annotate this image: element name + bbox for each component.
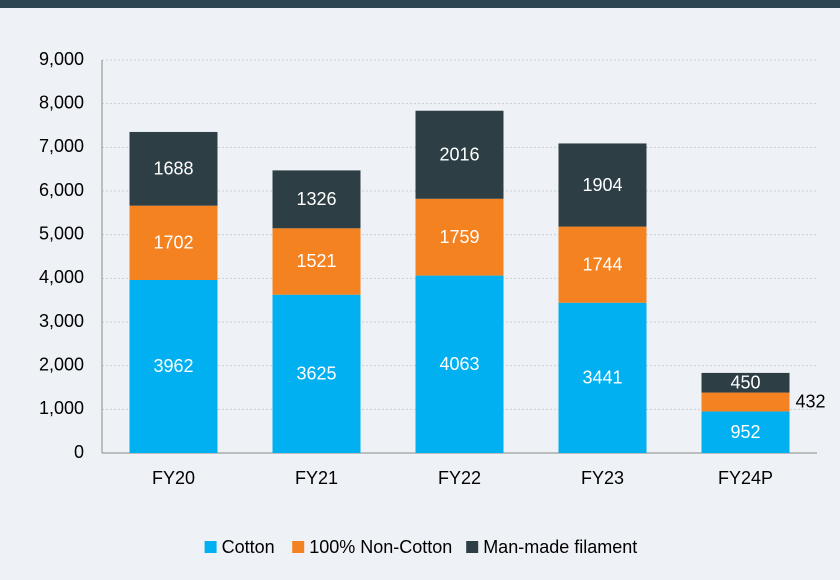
y-tick-label: 2,000 — [39, 354, 84, 374]
data-label: 1521 — [296, 251, 336, 271]
bar-segment — [272, 170, 361, 229]
bar-segment — [701, 372, 790, 393]
data-label: 1759 — [439, 227, 479, 247]
y-tick-label: 6,000 — [39, 180, 84, 200]
data-label: 450 — [730, 372, 760, 392]
legend-label: Man-made filament — [483, 537, 637, 557]
data-label: 4063 — [439, 354, 479, 374]
bar-segment — [558, 302, 647, 453]
y-tick-label: 7,000 — [39, 136, 84, 156]
legend-label: 100% Non-Cotton — [309, 537, 452, 557]
y-tick-label: 4,000 — [39, 267, 84, 287]
data-label: 3625 — [296, 364, 336, 384]
data-label: 1904 — [582, 175, 622, 195]
data-label: 1744 — [582, 254, 622, 274]
legend-swatch — [204, 541, 217, 553]
x-tick-label: FY23 — [581, 468, 624, 488]
data-label: 952 — [730, 422, 760, 442]
legend-swatch — [466, 541, 479, 553]
data-label: 3441 — [582, 368, 622, 388]
bar-segment — [129, 131, 218, 206]
bar-segment — [415, 198, 504, 276]
y-tick-label: 8,000 — [39, 92, 84, 112]
y-tick-label: 9,000 — [39, 49, 84, 69]
header-strip — [0, 0, 840, 8]
bar-segment — [701, 411, 790, 453]
data-label: 432 — [796, 392, 826, 412]
data-label: 1688 — [153, 159, 193, 179]
y-tick-label: 5,000 — [39, 223, 84, 243]
data-label: 1702 — [153, 233, 193, 253]
y-tick-label: 1,000 — [39, 398, 84, 418]
bar-segment — [272, 228, 361, 295]
bar-segment — [415, 110, 504, 199]
bar-segment — [701, 392, 790, 412]
y-tick-label: 0 — [74, 442, 84, 462]
x-tick-label: FY24P — [718, 468, 773, 488]
bar-segment — [415, 275, 504, 453]
bar-segment — [129, 205, 218, 280]
x-tick-label: FY21 — [295, 468, 338, 488]
y-tick-label: 3,000 — [39, 311, 84, 331]
legend-swatch — [292, 541, 305, 553]
bar-segment — [272, 294, 361, 453]
bar-segment — [558, 226, 647, 303]
data-label: 1326 — [296, 189, 336, 209]
x-tick-label: FY22 — [438, 468, 481, 488]
data-label: 2016 — [439, 145, 479, 165]
legend-label: Cotton — [222, 537, 275, 557]
bar-segment — [129, 279, 218, 453]
bar-segment — [558, 143, 647, 227]
x-tick-label: FY20 — [152, 468, 195, 488]
data-label: 3962 — [153, 356, 193, 376]
